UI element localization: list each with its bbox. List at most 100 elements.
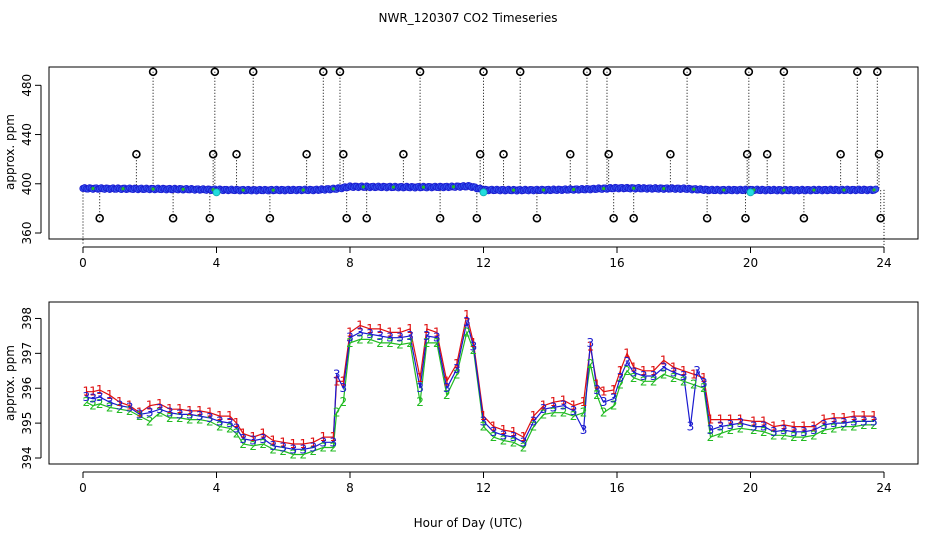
series-2-point: 2	[126, 404, 134, 418]
baseline-accent-point	[692, 187, 696, 191]
series-2-point: 2	[750, 423, 758, 437]
series-1-point: 1	[586, 339, 594, 353]
series-2-point: 2	[106, 400, 114, 414]
flagged-point	[582, 67, 592, 77]
series-2-point: 2	[586, 357, 594, 371]
flagged-point	[472, 213, 482, 223]
series-2-point: 2	[463, 325, 471, 339]
series-1-point: 1	[249, 430, 257, 444]
series-3-point: 3	[707, 423, 715, 437]
series-1-point: 1	[329, 430, 337, 444]
baseline-accent-point	[872, 188, 876, 192]
series-1-point: 1	[700, 371, 708, 385]
series-1-point: 1	[570, 399, 578, 413]
flagged-point	[415, 67, 425, 77]
baseline-accent-point	[602, 186, 606, 191]
series-3-point: 3	[269, 439, 277, 453]
series-1-point: 1	[116, 395, 124, 409]
baseline-accent-point	[151, 187, 155, 191]
top-x-tick-label: 16	[609, 256, 624, 270]
series-1-point: 1	[840, 411, 848, 425]
series-2-point: 2	[623, 364, 631, 378]
flagged-point	[335, 67, 345, 77]
series-1-point: 1	[463, 308, 471, 322]
series-1-point: 1	[309, 435, 317, 449]
series-3-point: 3	[226, 416, 234, 430]
series-1-point: 1	[376, 322, 384, 336]
top-x-tick-label: 12	[476, 256, 491, 270]
series-2-point: 2	[780, 428, 788, 442]
series-3-point: 3	[299, 442, 307, 456]
series-2-point: 2	[356, 332, 364, 346]
series-1-point: 1	[356, 318, 364, 332]
series-1-point: 1	[660, 353, 668, 367]
series-1-point: 1	[510, 425, 518, 439]
series-1-point: 1	[630, 360, 638, 374]
bottom-y-axis-label: approx. ppm	[3, 345, 17, 421]
flagged-point	[475, 149, 485, 159]
flagged-point	[208, 149, 218, 159]
series-2-point: 2	[216, 420, 224, 434]
series-2-point: 2	[800, 430, 808, 444]
series-2-point: 2	[176, 411, 184, 425]
series-2-point: 2	[490, 430, 498, 444]
flagged-point	[666, 149, 675, 159]
series-1-point: 1	[623, 346, 631, 360]
baseline-accent-point	[541, 188, 546, 192]
series-3-point: 3	[530, 414, 538, 428]
series-2-point: 2	[136, 409, 144, 423]
series-2-point: 2	[727, 423, 735, 437]
top-x-tick-label: 20	[743, 256, 758, 270]
series-3-point: 3	[717, 420, 725, 434]
series-3-point: 3	[490, 425, 498, 439]
flagged-point	[874, 149, 884, 159]
baseline-accent-point	[662, 186, 666, 191]
series-2-point: 2	[319, 441, 327, 455]
series-2-point: 2	[89, 399, 97, 413]
series-1-point: 1	[216, 409, 224, 423]
series-2-point: 2	[630, 371, 638, 385]
series-1-point: 1	[226, 409, 234, 423]
series-3-point: 3	[289, 442, 297, 456]
flagged-point	[762, 149, 772, 159]
series-2-point: 2	[366, 332, 374, 346]
top-y-tick-label: 480	[20, 74, 34, 97]
flagged-point	[876, 213, 885, 223]
series-3-point: 3	[480, 414, 488, 428]
flagged-point	[629, 213, 638, 223]
baseline-accent-point	[331, 187, 335, 191]
series-3-point: 3	[520, 435, 528, 449]
series-1-point: 1	[416, 371, 424, 385]
bottom-y-tick-label: 395	[20, 412, 34, 435]
series-3-point: 3	[660, 360, 668, 374]
series-2-point: 2	[840, 420, 848, 434]
chart-title: NWR_120307 CO2 Timeseries	[379, 11, 558, 25]
series-1-point: 1	[299, 437, 307, 451]
top-x-tick-label: 4	[213, 256, 221, 270]
series-2-point: 2	[156, 406, 164, 420]
series-3-point: 3	[423, 329, 431, 343]
series-3-point: 3	[790, 425, 798, 439]
series-1-point: 1	[690, 367, 698, 381]
series-2-point: 2	[386, 336, 394, 350]
top-y-tick-label: 400	[20, 172, 34, 195]
bottom-x-tick-label: 0	[79, 481, 87, 495]
flagged-point	[132, 149, 141, 159]
series-3-point: 3	[346, 331, 354, 345]
bottom-y-tick-label: 397	[20, 342, 34, 365]
series-2-point: 2	[453, 367, 461, 381]
series-3-point: 3	[600, 395, 608, 409]
series-2-point: 2	[760, 425, 768, 439]
series-1-point: 1	[800, 420, 808, 434]
series-3-point: 3	[386, 331, 394, 345]
series-3-point: 3	[540, 402, 548, 416]
series-2-point: 2	[500, 434, 508, 448]
series-1-point: 1	[470, 336, 478, 350]
series-2-point: 2	[830, 421, 838, 435]
bottom-x-tick-label: 24	[876, 481, 891, 495]
bottom-y-tick-label: 394	[20, 447, 34, 470]
flagged-point	[302, 149, 311, 159]
flagged-point	[499, 149, 508, 159]
series-2-point: 2	[617, 378, 625, 392]
